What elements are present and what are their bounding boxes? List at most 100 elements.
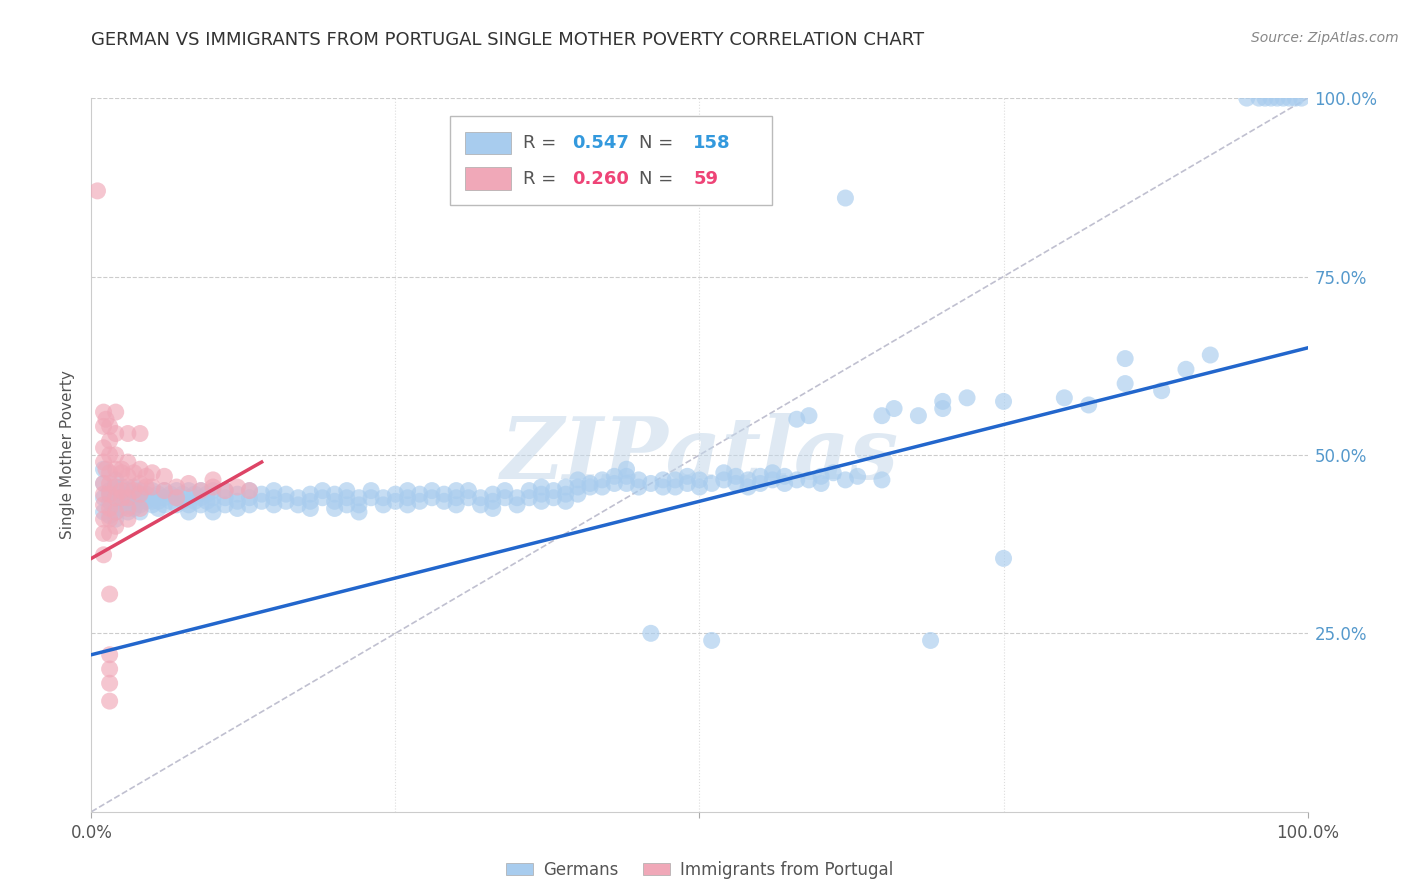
Point	[749, 469, 772, 483]
Point	[104, 480, 127, 494]
Point	[1247, 91, 1270, 105]
Point	[153, 498, 176, 512]
Point	[373, 491, 395, 505]
Point	[104, 462, 127, 476]
Point	[724, 469, 747, 483]
Point	[773, 476, 796, 491]
Point	[202, 473, 225, 487]
Point	[202, 491, 225, 505]
Point	[457, 483, 479, 498]
Point	[444, 491, 467, 505]
Point	[530, 494, 553, 508]
Point	[931, 394, 953, 409]
Text: 0.260: 0.260	[572, 169, 628, 187]
Point	[159, 494, 181, 508]
Point	[713, 473, 735, 487]
Point	[299, 501, 322, 516]
Point	[640, 626, 662, 640]
Point	[141, 483, 163, 498]
Point	[883, 401, 905, 416]
Point	[688, 480, 710, 494]
Point	[93, 487, 115, 501]
Point	[117, 505, 139, 519]
Point	[1114, 351, 1136, 366]
Point	[93, 548, 115, 562]
Point	[373, 498, 395, 512]
Point	[166, 483, 188, 498]
Point	[159, 487, 181, 501]
Point	[129, 483, 152, 498]
Point	[148, 487, 170, 501]
Point	[1265, 91, 1288, 105]
Point	[117, 498, 139, 512]
Point	[104, 505, 127, 519]
Point	[579, 476, 602, 491]
Point	[117, 512, 139, 526]
Point	[190, 483, 212, 498]
Point	[737, 473, 759, 487]
Point	[166, 491, 188, 505]
Point	[567, 487, 589, 501]
Point	[494, 483, 516, 498]
Point	[98, 676, 121, 690]
Point	[195, 487, 218, 501]
Point	[153, 483, 176, 498]
Point	[250, 494, 273, 508]
Point	[517, 491, 540, 505]
Point	[177, 498, 200, 512]
Point	[749, 476, 772, 491]
Point	[117, 491, 139, 505]
Point	[688, 473, 710, 487]
Point	[1254, 91, 1277, 105]
Point	[494, 491, 516, 505]
Point	[931, 401, 953, 416]
Point	[117, 455, 139, 469]
Point	[786, 412, 808, 426]
Point	[323, 494, 346, 508]
Point	[172, 487, 194, 501]
Point	[202, 483, 225, 498]
Point	[506, 498, 529, 512]
Point	[433, 494, 456, 508]
Point	[481, 494, 503, 508]
Point	[129, 462, 152, 476]
Point	[177, 505, 200, 519]
Point	[517, 483, 540, 498]
Point	[627, 473, 650, 487]
Point	[530, 487, 553, 501]
Point	[1272, 91, 1295, 105]
Point	[1053, 391, 1076, 405]
Point	[579, 480, 602, 494]
Point	[238, 498, 260, 512]
Point	[299, 487, 322, 501]
Point	[616, 476, 638, 491]
Point	[409, 494, 432, 508]
Point	[274, 494, 297, 508]
Point	[676, 469, 699, 483]
Point	[907, 409, 929, 423]
FancyBboxPatch shape	[465, 132, 510, 154]
Point	[129, 498, 152, 512]
Point	[98, 466, 121, 480]
Point	[104, 505, 127, 519]
Point	[323, 501, 346, 516]
Point	[433, 487, 456, 501]
Point	[664, 473, 686, 487]
Point	[676, 476, 699, 491]
Point	[117, 469, 139, 483]
Point	[129, 476, 152, 491]
Point	[567, 480, 589, 494]
Point	[148, 501, 170, 516]
Point	[457, 491, 479, 505]
Point	[184, 487, 207, 501]
Point	[104, 473, 127, 487]
Point	[98, 487, 121, 501]
Point	[86, 184, 108, 198]
Point	[129, 491, 152, 505]
Point	[135, 494, 157, 508]
Point	[104, 498, 127, 512]
Point	[98, 508, 121, 523]
Point	[470, 491, 492, 505]
Point	[920, 633, 942, 648]
Point	[336, 491, 359, 505]
